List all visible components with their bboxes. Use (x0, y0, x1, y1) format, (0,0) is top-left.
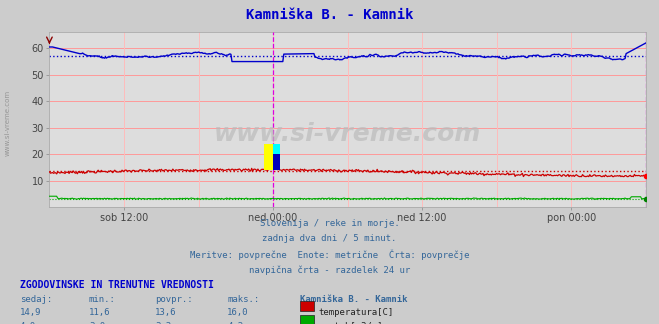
Text: povpr.:: povpr.: (155, 295, 192, 304)
Text: Slovenija / reke in morje.: Slovenija / reke in morje. (260, 219, 399, 228)
Text: zadnja dva dni / 5 minut.: zadnja dva dni / 5 minut. (262, 234, 397, 243)
Text: www.si-vreme.com: www.si-vreme.com (5, 90, 11, 156)
Text: min.:: min.: (89, 295, 116, 304)
Text: ZGODOVINSKE IN TRENUTNE VREDNOSTI: ZGODOVINSKE IN TRENUTNE VREDNOSTI (20, 280, 214, 290)
Text: Kamniška B. - Kamnik: Kamniška B. - Kamnik (246, 8, 413, 22)
Text: 4,0: 4,0 (20, 322, 36, 324)
Text: maks.:: maks.: (227, 295, 260, 304)
Text: 14,9: 14,9 (20, 308, 42, 318)
Text: 11,6: 11,6 (89, 308, 111, 318)
Bar (264, 144, 273, 170)
Text: temperatura[C]: temperatura[C] (318, 308, 393, 318)
Bar (273, 154, 280, 170)
Text: 13,6: 13,6 (155, 308, 177, 318)
Text: Meritve: povprečne  Enote: metrične  Črta: povprečje: Meritve: povprečne Enote: metrične Črta:… (190, 250, 469, 260)
Text: 4,2: 4,2 (227, 322, 243, 324)
Text: navpična črta - razdelek 24 ur: navpična črta - razdelek 24 ur (249, 265, 410, 275)
Text: www.si-vreme.com: www.si-vreme.com (214, 122, 481, 146)
Text: 3,3: 3,3 (155, 322, 171, 324)
Text: sedaj:: sedaj: (20, 295, 52, 304)
Text: 16,0: 16,0 (227, 308, 249, 318)
Text: Kamniška B. - Kamnik: Kamniška B. - Kamnik (300, 295, 407, 304)
Text: 3,0: 3,0 (89, 322, 105, 324)
Bar (273, 144, 280, 154)
Text: pretok[m3/s]: pretok[m3/s] (318, 322, 383, 324)
